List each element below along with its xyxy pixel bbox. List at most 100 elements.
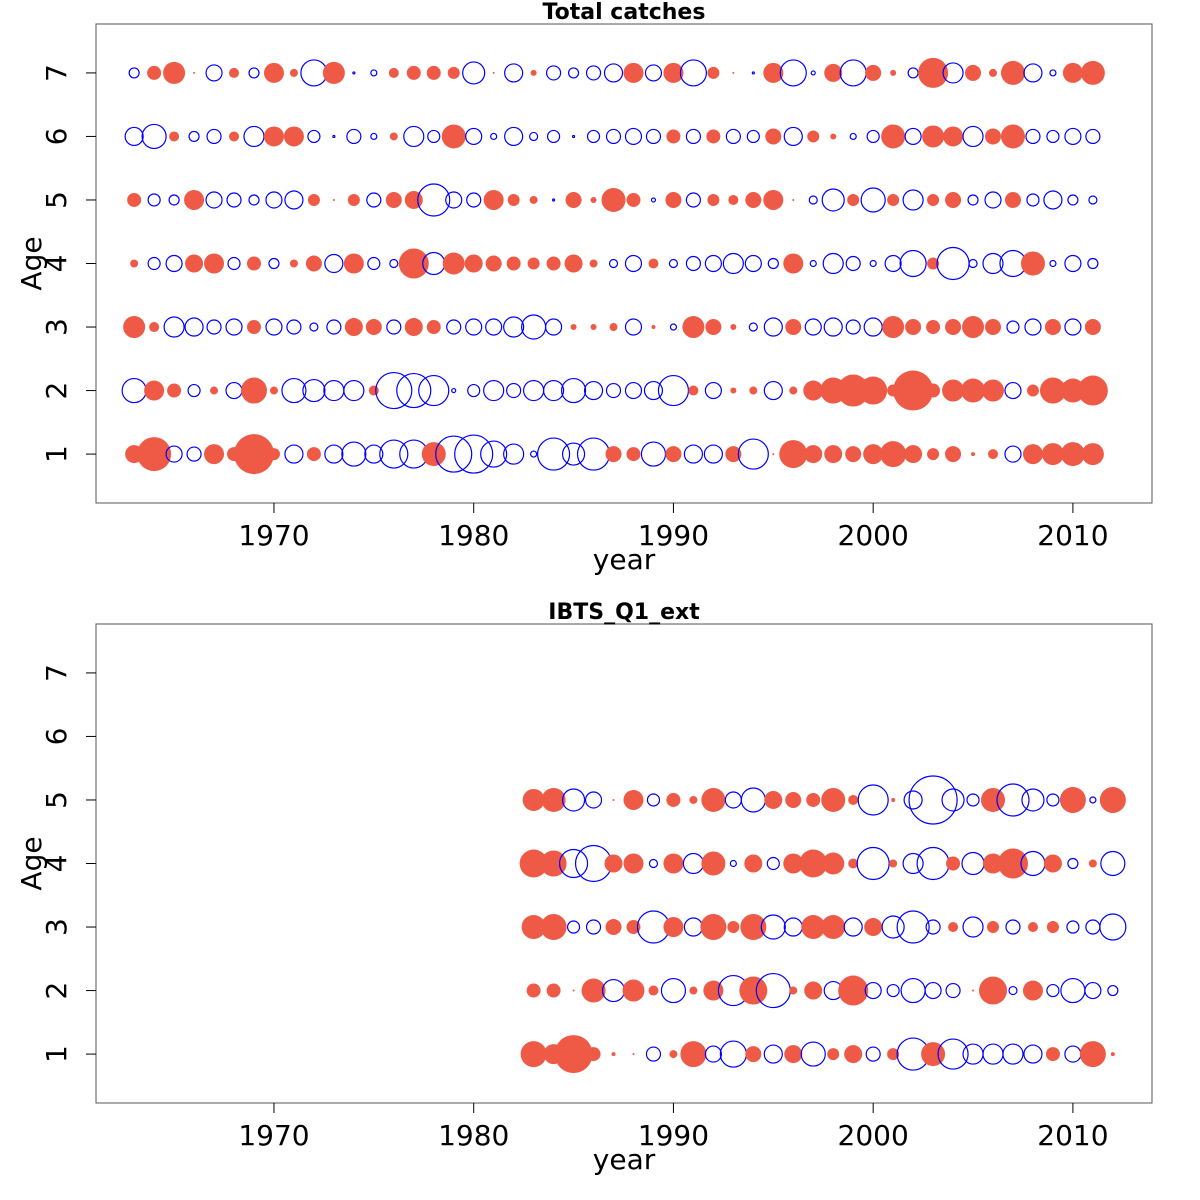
bubble — [725, 128, 741, 145]
bubble — [560, 377, 587, 404]
bubble — [426, 65, 441, 80]
bubble — [1004, 445, 1022, 463]
bubble — [137, 437, 172, 472]
bubble — [324, 253, 344, 274]
bubble — [541, 787, 566, 812]
bubble — [609, 323, 618, 332]
bubble — [545, 65, 562, 81]
bubble — [869, 259, 877, 268]
bubble — [281, 377, 307, 404]
bubble — [648, 985, 659, 996]
bubble — [284, 444, 304, 464]
bubble — [646, 793, 661, 807]
bubble — [165, 445, 183, 463]
bubble — [605, 382, 622, 399]
x-tick-label: 2000 — [838, 519, 909, 552]
bubble — [306, 447, 321, 462]
bubble — [1080, 60, 1105, 85]
bubble — [808, 195, 818, 205]
x-tick-label: 2000 — [838, 1119, 909, 1152]
bubble — [680, 1041, 707, 1068]
bubble — [880, 441, 907, 468]
bubble — [821, 787, 846, 812]
bubble — [519, 849, 548, 878]
bubble — [567, 67, 580, 79]
bubble — [130, 259, 139, 268]
bubble — [210, 386, 219, 395]
bubble — [845, 255, 861, 272]
bubble — [447, 66, 460, 79]
bubble — [729, 859, 737, 868]
bubble — [1002, 1043, 1024, 1065]
bubble — [905, 319, 922, 336]
bubble — [1079, 1041, 1106, 1068]
bubble — [902, 852, 924, 875]
bubble — [229, 131, 240, 142]
bubble — [845, 319, 861, 335]
bubble — [645, 128, 662, 145]
bubble — [368, 385, 379, 396]
bubble — [521, 314, 547, 340]
bubble — [503, 443, 525, 465]
bubble — [730, 324, 737, 331]
bubble — [942, 379, 965, 402]
bubble — [590, 324, 597, 331]
bubble — [669, 1050, 678, 1059]
bubble — [167, 383, 182, 398]
bubble — [289, 68, 298, 77]
bubble — [663, 917, 684, 938]
bubble — [985, 128, 1002, 145]
bubble — [485, 255, 502, 272]
y-tick-label: 6 — [40, 128, 73, 146]
bubble — [141, 123, 167, 150]
bubble — [865, 1046, 881, 1062]
y-tick-label: 1 — [40, 1045, 73, 1063]
bubble — [332, 134, 336, 139]
bubble — [1066, 920, 1080, 934]
bubble — [941, 788, 965, 812]
bubble — [1084, 319, 1101, 336]
bubble — [822, 852, 845, 875]
bubble — [857, 784, 889, 816]
y-tick-label: 5 — [40, 791, 73, 809]
bubble — [893, 370, 934, 411]
bubble — [648, 258, 659, 269]
bubble — [583, 380, 604, 401]
bubble — [962, 916, 984, 938]
bubble — [839, 59, 867, 87]
bubble — [704, 254, 722, 273]
bubble — [1023, 63, 1043, 83]
bubble — [908, 775, 958, 825]
bubble — [225, 318, 243, 336]
bubble — [343, 379, 365, 402]
y-axis-label: Age — [15, 836, 48, 890]
bubble — [725, 446, 742, 463]
bubble — [1023, 1044, 1043, 1064]
bubble — [530, 450, 538, 458]
bubble — [704, 1045, 722, 1063]
bubble — [968, 258, 978, 269]
bubble — [506, 382, 522, 399]
bubble — [267, 448, 280, 461]
bubble — [529, 195, 538, 204]
bubble — [704, 381, 722, 400]
bubble — [490, 132, 498, 141]
bubble — [822, 252, 844, 275]
bubble — [845, 446, 862, 463]
bubble — [823, 317, 843, 337]
bubble — [848, 794, 859, 805]
bubble — [927, 448, 940, 461]
bubble — [492, 71, 495, 74]
bubble — [766, 856, 780, 871]
bubble — [882, 316, 905, 339]
bubble — [263, 126, 284, 147]
bubble — [485, 318, 503, 336]
bubble — [685, 192, 702, 208]
bubble — [937, 1038, 969, 1070]
x-axis-label: year — [593, 543, 656, 576]
bubble — [740, 914, 767, 941]
bubble — [163, 316, 185, 338]
bubble — [1064, 1045, 1082, 1063]
bubble — [864, 981, 882, 1000]
bubble — [364, 444, 384, 464]
